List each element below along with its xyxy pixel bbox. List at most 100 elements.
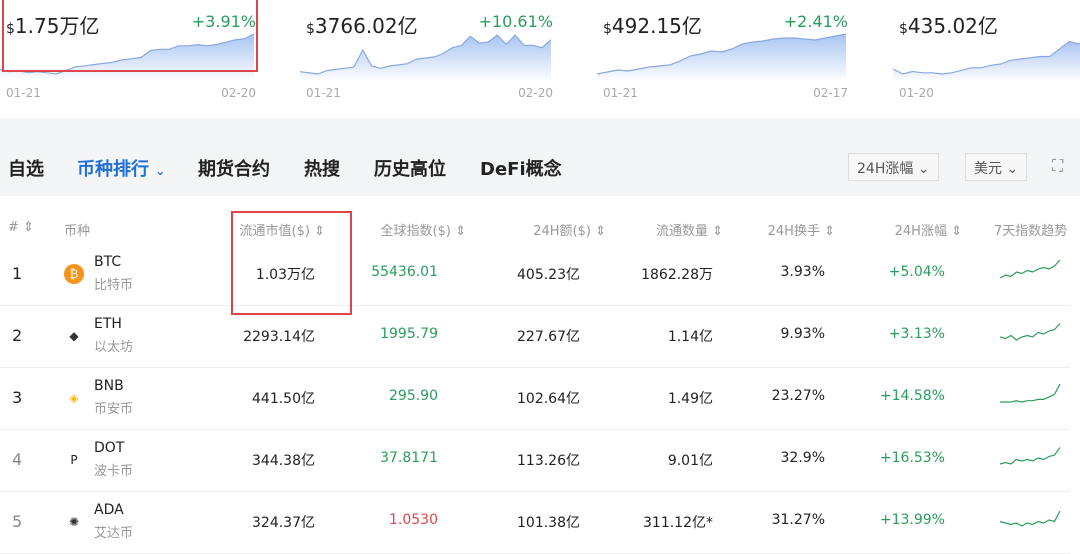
- rank: 4: [12, 450, 23, 469]
- sort-icon[interactable]: ⇕: [455, 224, 466, 239]
- circulating-supply: 1.14亿: [667, 329, 713, 345]
- volume-24h: 405.23亿: [517, 267, 580, 283]
- column-header[interactable]: 全球指数($) ⇕: [380, 224, 466, 239]
- rank: 3: [12, 388, 23, 407]
- chevron-down-icon: ⌄: [155, 164, 166, 178]
- coin-symbol[interactable]: DOT: [94, 440, 125, 456]
- coin-name: 币安币: [94, 402, 134, 417]
- tab-item[interactable]: 期货合约: [198, 159, 270, 180]
- btc-coin-icon: ₿: [64, 264, 84, 284]
- card-start-date: 01-21: [6, 86, 41, 100]
- sort-icon[interactable]: ⇕: [314, 224, 325, 239]
- card-sparkline: [597, 34, 847, 82]
- card-start-date: 01-20: [899, 86, 934, 100]
- coin-symbol[interactable]: ADA: [94, 502, 124, 518]
- coin-name: 艾达币: [94, 526, 134, 541]
- tab-item[interactable]: 自选: [8, 159, 44, 180]
- sort-icon[interactable]: ⇕: [595, 224, 606, 239]
- tab-item[interactable]: DeFi概念: [480, 159, 562, 180]
- turnover-24h: 23.27%: [771, 388, 825, 404]
- table-row[interactable]: 4 P DOT 波卡币 344.38亿 37.8171 113.26亿 9.01…: [0, 430, 1070, 492]
- coin-name: 比特币: [94, 278, 134, 293]
- chevron-down-icon: ⌄: [1006, 161, 1019, 177]
- card-value: $3766.02亿: [306, 14, 418, 38]
- global-index: 55436.01: [371, 264, 438, 280]
- card-end-date: 02-20: [518, 86, 553, 100]
- highlight-box: [2, 0, 258, 72]
- column-header[interactable]: # ⇕: [8, 220, 34, 235]
- turnover-24h: 3.93%: [780, 264, 825, 280]
- trend-sparkline: [1000, 447, 1061, 465]
- global-index: 1.0530: [389, 512, 438, 528]
- card-value: $492.15亿: [603, 14, 702, 38]
- change-24h: +14.58%: [879, 388, 945, 404]
- market-cap: 344.38亿: [252, 453, 315, 469]
- card-change: +2.41%: [783, 12, 848, 31]
- market-cap: 1.03万亿: [255, 267, 315, 283]
- card-value: $435.02亿: [899, 14, 998, 38]
- table-row[interactable]: 1 ₿ BTC 比特币 1.03万亿 55436.01 405.23亿 1862…: [0, 244, 1070, 306]
- table-row[interactable]: 2 ◆ ETH 以太坊 2293.14亿 1995.79 227.67亿 1.1…: [0, 306, 1070, 368]
- tab-item[interactable]: 历史高位: [374, 159, 446, 180]
- column-header[interactable]: 7天指数趋势: [994, 224, 1068, 239]
- tab-item[interactable]: 热搜: [304, 159, 340, 180]
- tab-item[interactable]: 币种排行 ⌄: [77, 159, 166, 180]
- column-header[interactable]: 流通数量 ⇕: [655, 224, 723, 239]
- sort-select[interactable]: 24H涨幅 ⌄: [848, 153, 939, 181]
- sort-icon[interactable]: ⇕: [23, 220, 34, 235]
- market-cap: 324.37亿: [252, 515, 315, 531]
- sort-icon[interactable]: ⇕: [712, 224, 723, 239]
- card-end-date: 02-20: [221, 86, 256, 100]
- card-sparkline: [300, 34, 552, 82]
- circulating-supply: 1.49亿: [667, 391, 713, 407]
- market-card[interactable]: $3766.02亿 +10.61% 01-21 02-20: [300, 0, 555, 110]
- turnover-24h: 31.27%: [771, 512, 825, 528]
- coin-name: 以太坊: [94, 340, 134, 355]
- card-change: +10.61%: [478, 12, 553, 31]
- column-header[interactable]: 24H换手 ⇕: [767, 224, 835, 239]
- table-row[interactable]: 3 ◈ BNB 币安币 441.50亿 295.90 102.64亿 1.49亿…: [0, 368, 1070, 430]
- coin-name: 波卡币: [94, 464, 134, 479]
- card-change: +3.91%: [191, 12, 256, 31]
- bnb-coin-icon: ◈: [69, 391, 79, 405]
- column-header[interactable]: 流通市值($) ⇕: [239, 224, 325, 239]
- dot-coin-icon: P: [70, 453, 78, 467]
- highlight-box: [231, 211, 352, 315]
- column-header[interactable]: 币种: [64, 224, 91, 239]
- circulating-supply: 9.01亿: [667, 453, 713, 469]
- trend-sparkline: [1000, 260, 1061, 279]
- change-24h: +3.13%: [888, 326, 945, 342]
- sort-icon[interactable]: ⇕: [951, 224, 962, 239]
- turnover-24h: 32.9%: [780, 450, 825, 466]
- global-index: 1995.79: [380, 326, 438, 342]
- column-header[interactable]: 24H涨幅 ⇕: [894, 224, 962, 239]
- change-24h: +16.53%: [879, 450, 945, 466]
- chevron-down-icon: ⌄: [917, 161, 930, 177]
- currency-select[interactable]: 美元 ⌄: [965, 153, 1028, 181]
- coin-symbol[interactable]: BTC: [94, 254, 122, 270]
- fullscreen-icon[interactable]: ⛶: [1052, 156, 1064, 175]
- coin-symbol[interactable]: BNB: [94, 378, 124, 394]
- card-start-date: 01-21: [603, 86, 638, 100]
- card-end-date: 02-17: [813, 86, 848, 100]
- change-24h: +13.99%: [879, 512, 945, 528]
- card-sparkline: [893, 40, 1080, 82]
- card-value: $1.75万亿: [6, 14, 100, 38]
- trend-sparkline: [1000, 384, 1061, 403]
- currency-select-value: 美元: [974, 161, 1002, 177]
- table-row[interactable]: 5 ✺ ADA 艾达币 324.37亿 1.0530 101.38亿 311.1…: [0, 492, 1070, 554]
- volume-24h: 102.64亿: [517, 391, 580, 407]
- card-start-date: 01-21: [306, 86, 341, 100]
- market-card[interactable]: $435.02亿 0 01-20: [893, 0, 1080, 110]
- market-card[interactable]: $492.15亿 +2.41% 01-21 02-17: [597, 0, 850, 110]
- circulating-supply: 311.12亿*: [643, 515, 713, 531]
- sort-select-value: 24H涨幅: [857, 161, 914, 177]
- change-24h: +5.04%: [888, 264, 945, 280]
- rank: 5: [12, 512, 23, 531]
- sort-icon[interactable]: ⇕: [824, 224, 835, 239]
- market-cap: 2293.14亿: [243, 329, 315, 345]
- global-index: 37.8171: [380, 450, 438, 466]
- coin-symbol[interactable]: ETH: [94, 316, 122, 332]
- column-header[interactable]: 24H额($) ⇕: [533, 224, 606, 239]
- volume-24h: 113.26亿: [517, 453, 580, 469]
